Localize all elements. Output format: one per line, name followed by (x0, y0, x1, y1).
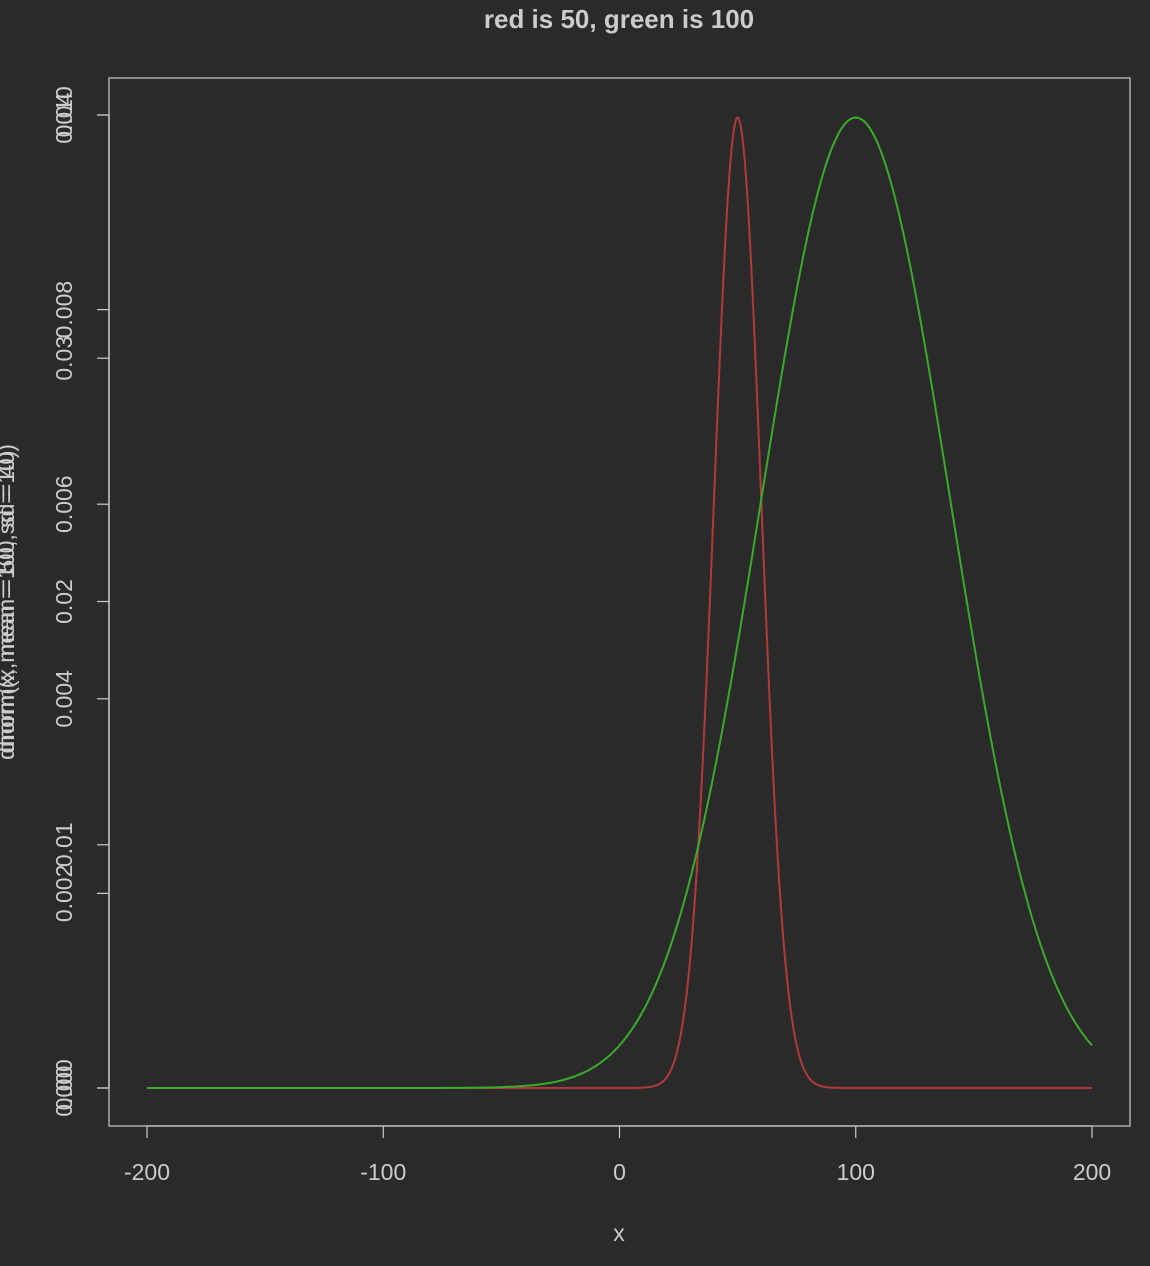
y-tick-label: 0.008 (51, 281, 77, 339)
y-tick-label: 0.02 (51, 579, 77, 624)
y-tick-label: 0.002 (51, 865, 77, 923)
y-tick-label: 0.00 (51, 1066, 77, 1111)
y-tick-label: 0.04 (51, 92, 77, 137)
y-tick-label: 0.010 (51, 86, 77, 144)
y-axis-label: dnorm(x, mean = 100, sd = 40) (0, 444, 19, 760)
y-axes: 0.00 0.01 0.02 0.03 0.04 0.000 0.002 0.004 0.006… (51, 86, 110, 1117)
x-tick-label: 200 (1073, 1159, 1111, 1185)
plot-frame (108, 77, 1131, 1127)
x-tick-label: 0 (613, 1159, 626, 1185)
y-tick-label: 0.006 (51, 475, 77, 533)
y-tick-label: 0.000 (51, 1059, 77, 1117)
x-axis: -200 -100 0 100 200 (124, 1125, 1111, 1185)
red-axis: 0.00 0.01 0.02 0.03 0.04 (51, 92, 110, 1111)
x-axis-label: x (613, 1220, 625, 1246)
y-tick-label: 0.004 (51, 670, 77, 728)
x-tick-label: -200 (124, 1159, 170, 1185)
x-tick-label: 100 (837, 1159, 875, 1185)
series-layer (147, 116, 1093, 1089)
green-axis: 0.000 0.002 0.004 0.006 0.008 0.010 (51, 86, 110, 1117)
y-axis-labels: dnorm(x, mean = 50, sd = 10)dnorm(x, mea… (0, 444, 19, 760)
y-tick-label: 0.03 (51, 336, 77, 381)
series-line-1 (147, 116, 1093, 1089)
y-tick-label: 0.01 (51, 822, 77, 867)
x-tick-label: -100 (360, 1159, 406, 1185)
y-axis-label: dnorm(x, mean = 50, sd = 10) (0, 451, 19, 754)
chart-title: red is 50, green is 100 (484, 4, 754, 34)
series-line-0 (147, 116, 1092, 1089)
